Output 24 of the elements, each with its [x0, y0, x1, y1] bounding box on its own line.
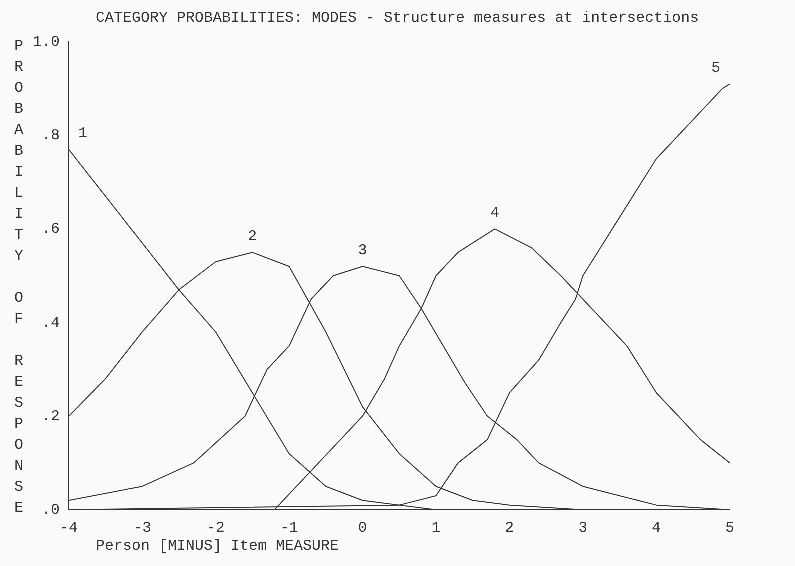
y-tick-label: .2 — [42, 408, 60, 426]
y-tick-label: .0 — [42, 502, 60, 519]
y-tick-label: .6 — [42, 221, 60, 238]
series-label: 5 — [711, 60, 721, 78]
x-tick-label: 3 — [578, 520, 588, 537]
x-tick-label: 1 — [432, 520, 441, 537]
x-tick-label: 0 — [358, 520, 368, 537]
x-tick-label: -1 — [280, 520, 298, 537]
y-tick-label: .8 — [42, 128, 60, 145]
x-tick-label: 2 — [505, 520, 514, 537]
x-tick-label: -4 — [60, 520, 78, 537]
y-tick-label: .4 — [42, 314, 60, 332]
series-label: 3 — [358, 242, 368, 260]
series-label: 4 — [490, 205, 500, 222]
x-tick-label: 4 — [652, 520, 662, 537]
x-axis-title: Person [MINUS] Item MEASURE — [96, 538, 340, 555]
chart-title: CATEGORY PROBABILITIES: MODES - Structure measures at intersections — [96, 10, 700, 27]
series-label: 2 — [248, 228, 258, 246]
y-tick-label: 1.0 — [32, 34, 60, 51]
series-label: 1 — [78, 126, 88, 143]
x-tick-label: -3 — [133, 520, 152, 537]
x-tick-label: 5 — [725, 520, 735, 537]
text: PROBABILITY OF RESPONSE — [14, 38, 24, 517]
x-tick-label: -2 — [206, 520, 225, 537]
